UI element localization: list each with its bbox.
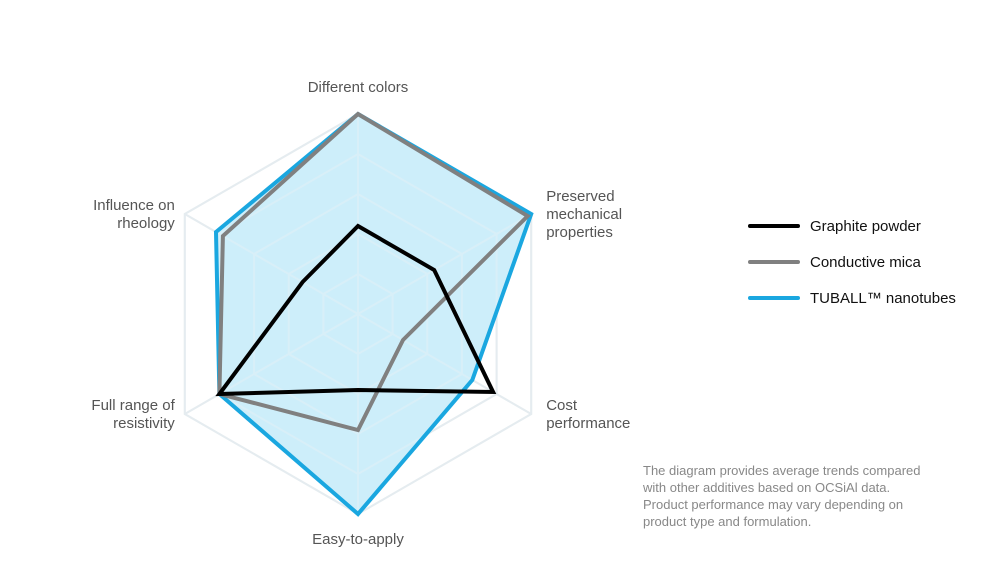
axis-label-6-line-1: Influence on: [93, 197, 175, 214]
disclaimer-line-4: product type and formulation.: [643, 514, 812, 529]
axis-label-3-line-2: performance: [546, 415, 630, 432]
axis-label-5-line-2: resistivity: [113, 415, 175, 432]
legend-item-tuball-nanotubes: TUBALL™ nanotubes: [748, 280, 988, 316]
axis-label-2-line-2: mechanical: [546, 206, 622, 223]
legend-swatch-conductive-mica: [748, 260, 800, 264]
grid-overlay-spoke-2: [357, 213, 532, 315]
disclaimer-line-1: The diagram provides average trends comp…: [643, 463, 921, 478]
disclaimer-line-3: Product performance may vary depending o…: [643, 497, 904, 512]
grid-overlay-spoke-6: [184, 213, 359, 315]
series-area-tuball-nanotubes: [216, 114, 532, 514]
axis-label-2-line-1: Preserved: [546, 188, 614, 205]
legend-item-graphite-powder: Graphite powder: [748, 208, 988, 244]
axis-label-3-line-1: Cost: [546, 397, 578, 414]
radar-axis-labels: Different colors Preservedmechanicalprope…: [91, 79, 630, 548]
legend-swatch-tuball-nanotubes: [748, 296, 800, 300]
series-line-graphite-powder: [215, 223, 497, 397]
legend-label-conductive-mica: Conductive mica: [810, 253, 921, 271]
legend-label-tuball-nanotubes: TUBALL™ nanotubes: [810, 289, 956, 307]
axis-label-6-line-2: rheology: [117, 215, 175, 232]
axis-label-4-line-1: Easy-to-apply: [312, 531, 404, 548]
axis-label-2-line-3: properties: [546, 224, 613, 241]
axis-label-1-line-1: Different colors: [308, 79, 409, 96]
legend-label-graphite-powder: Graphite powder: [810, 217, 921, 235]
grid-overlay-spoke-3: [357, 313, 532, 415]
legend-item-conductive-mica: Conductive mica: [748, 244, 988, 280]
disclaimer-line-2: with other additives based on OCSiAl dat…: [643, 480, 891, 495]
series-line-conductive-mica: [217, 111, 531, 433]
series-line-tuball-nanotubes: [213, 111, 534, 517]
axis-label-5-line-1: Full range of: [91, 397, 175, 414]
legend-swatch-graphite-powder: [748, 224, 800, 228]
legend: Graphite powder Conductive mica TUBALL™ …: [748, 208, 988, 316]
grid-overlay-spoke-5: [184, 313, 359, 415]
disclaimer-note: The diagram provides average trends comp…: [643, 462, 973, 530]
radar-series-layer: [183, 111, 534, 517]
